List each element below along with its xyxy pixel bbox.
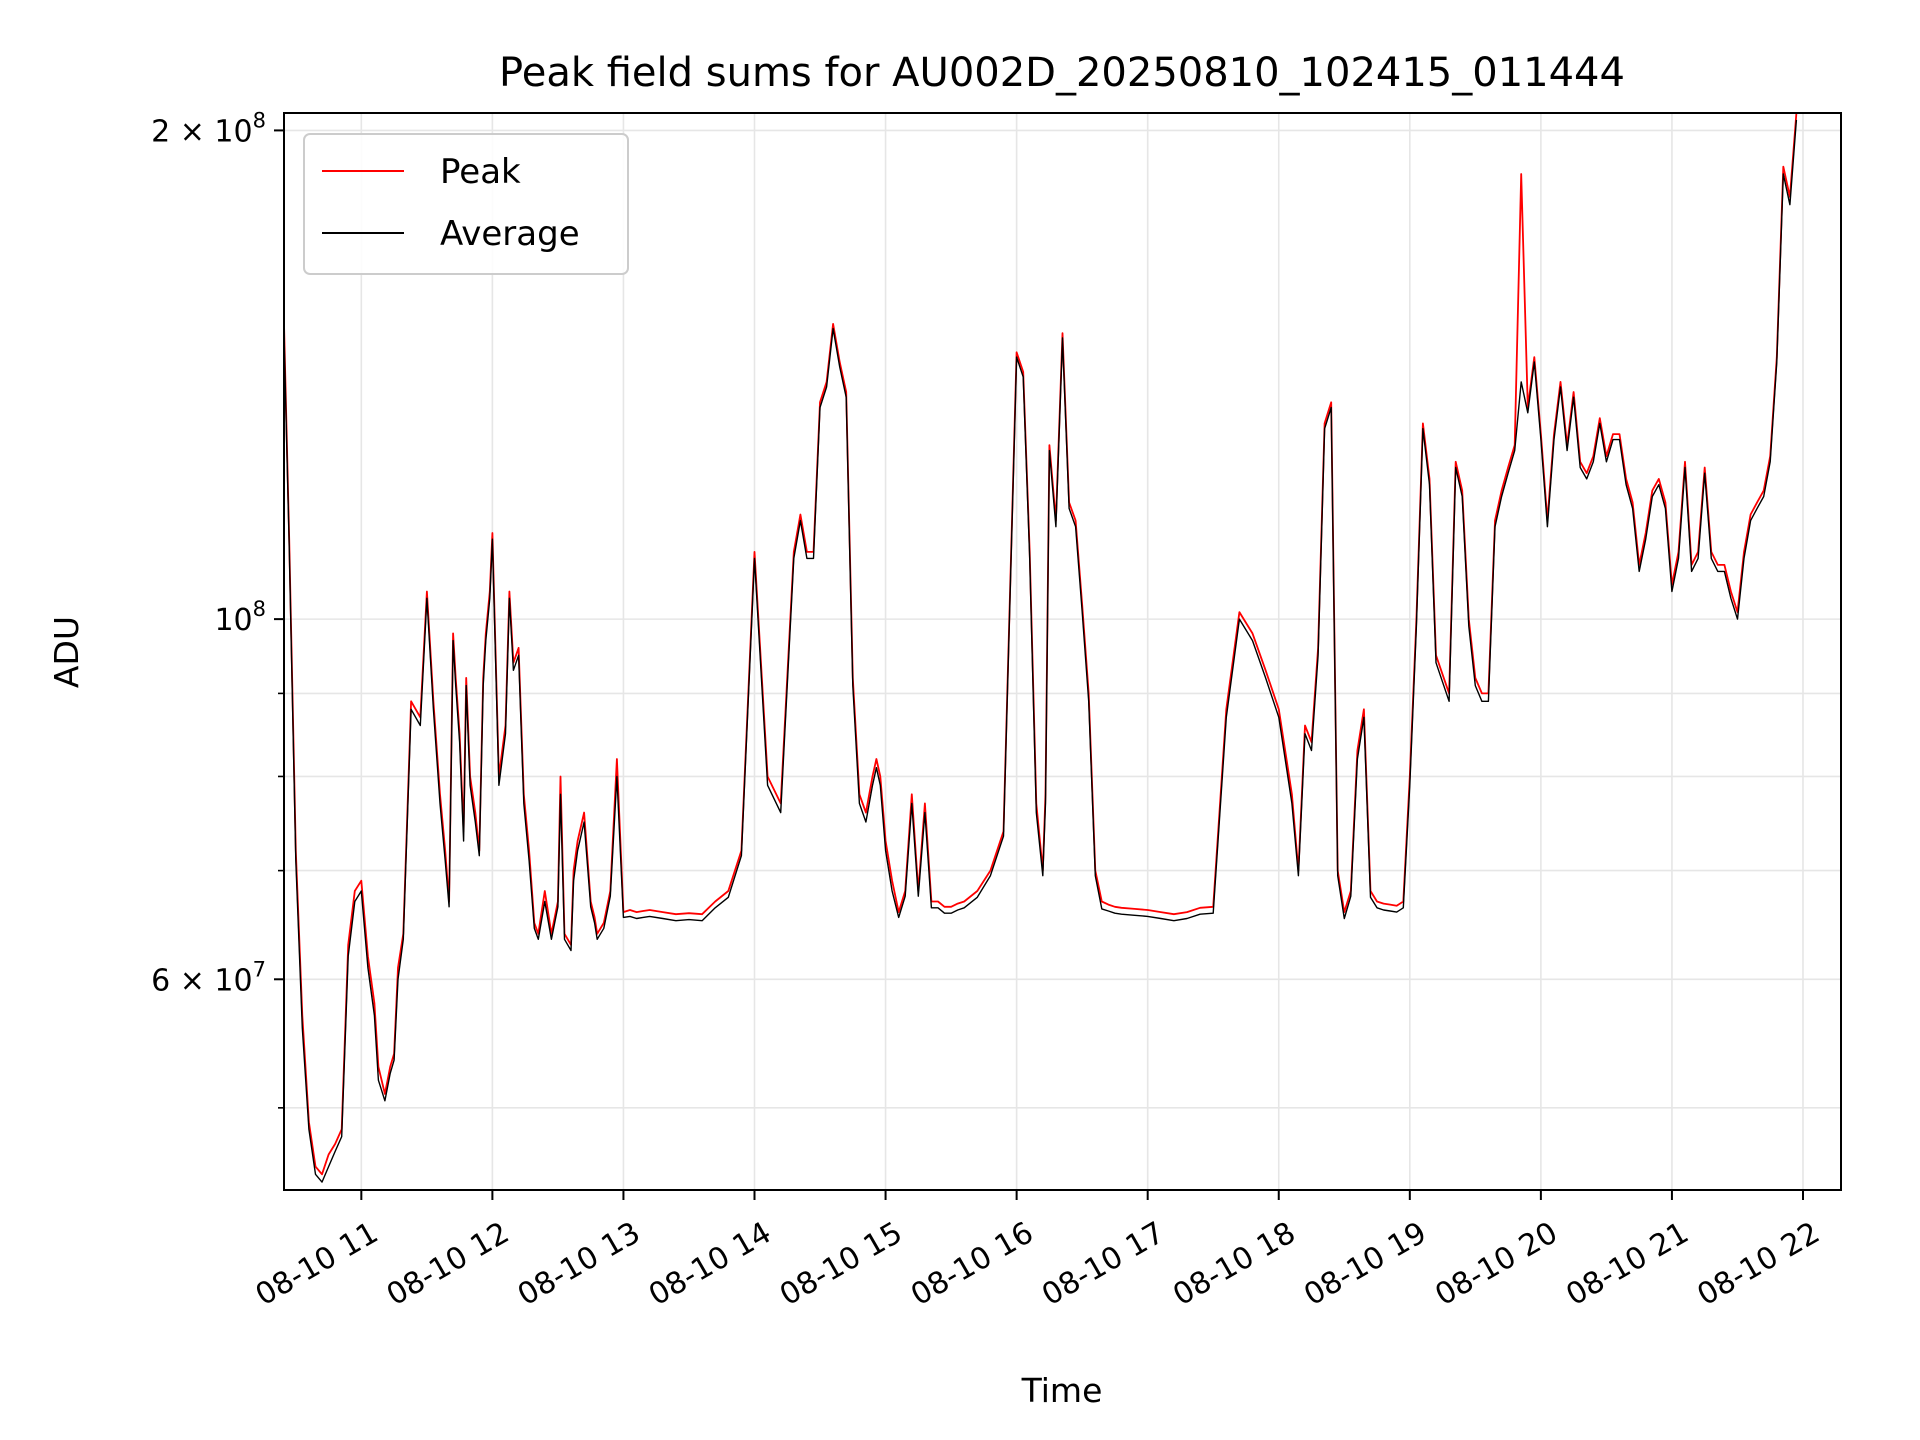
legend-peak-label: Peak [440, 152, 521, 192]
plot-frame [283, 112, 1842, 1191]
series-layer [284, 113, 1798, 1183]
chart-title: Peak field sums for AU002D_20250810_1024… [499, 50, 1625, 96]
y-tick-label: 6 × 107 [151, 957, 266, 998]
legend-box [303, 133, 629, 275]
x-axis-title: Time [1021, 1371, 1103, 1410]
y-axis-title: ADU [47, 616, 86, 688]
y-tick-label: 2 × 108 [151, 108, 266, 149]
y-axis: 2 × 108 108 6 × 107 [151, 108, 284, 1109]
average-series-line [284, 119, 1798, 1183]
legend-average-label: Average [440, 214, 580, 254]
y-tick-label: 108 [214, 597, 266, 638]
grid [284, 113, 1841, 1190]
legend: Peak Average [303, 133, 629, 275]
